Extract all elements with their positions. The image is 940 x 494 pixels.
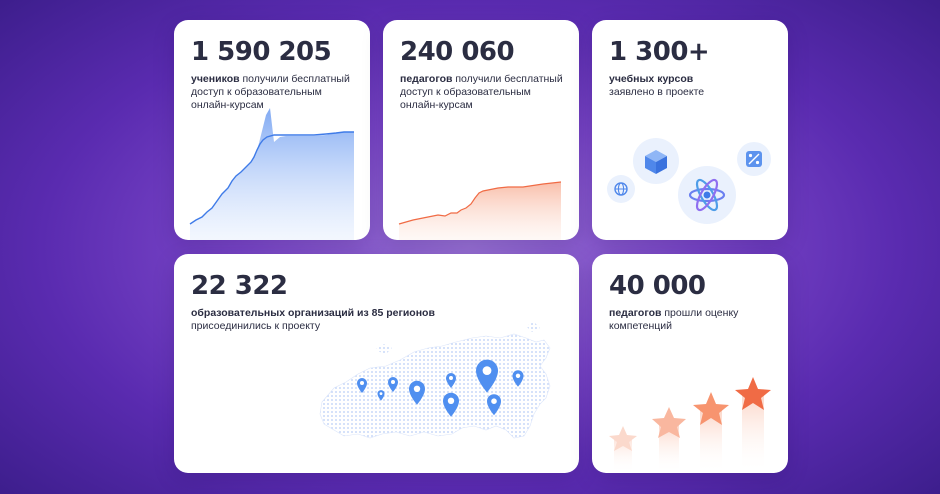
location-pin-icon bbox=[476, 359, 498, 393]
assessment-text: прошли оценку компетенций bbox=[609, 307, 739, 332]
location-pin-icon bbox=[443, 392, 459, 417]
star-icon bbox=[609, 426, 637, 451]
teachers-label: педагогов bbox=[400, 73, 453, 85]
students-count: 1 590 205 bbox=[191, 37, 332, 67]
assessment-description: педагогов прошли оценку компетенций bbox=[609, 307, 744, 333]
rising-stars bbox=[609, 377, 771, 473]
courses-count: 1 300+ bbox=[609, 37, 710, 67]
organizations-label: образовательных организаций из 85 регион… bbox=[191, 307, 435, 319]
organizations-text: присоединились к проекту bbox=[191, 320, 321, 332]
teachers-count: 240 060 bbox=[400, 37, 515, 67]
assessment-label: педагогов bbox=[609, 307, 662, 319]
organizations-count: 22 322 bbox=[191, 271, 288, 301]
students-text: получили бесплатный доступ к образовател… bbox=[191, 73, 350, 111]
star-icon bbox=[735, 377, 771, 410]
teachers-text: получили бесплатный доступ к образовател… bbox=[400, 73, 563, 111]
teachers-card: 240 060 педагогов получили бесплатный до… bbox=[383, 20, 579, 240]
region-pins bbox=[357, 359, 524, 417]
assessment-card: 40 000 педагогов прошли оценку компетенц… bbox=[592, 254, 788, 473]
students-card: 1 590 205 учеников получили бесплатный д… bbox=[174, 20, 370, 240]
course-icons-cluster bbox=[607, 138, 771, 224]
globe-icon bbox=[607, 175, 635, 203]
location-pin-icon bbox=[446, 373, 456, 388]
location-pin-icon bbox=[388, 377, 398, 392]
location-pin-icon bbox=[487, 394, 501, 416]
students-description: учеников получили бесплатный доступ к об… bbox=[191, 73, 356, 112]
courses-label: учебных курсов bbox=[609, 73, 694, 85]
courses-text: заявлено в проекте bbox=[609, 86, 705, 98]
assessment-count: 40 000 bbox=[609, 271, 706, 301]
percent-icon bbox=[737, 142, 771, 176]
location-pin-icon bbox=[512, 370, 524, 387]
courses-card: 1 300+ учебных курсов заявлено в проекте bbox=[592, 20, 788, 240]
location-pin-icon bbox=[377, 390, 385, 401]
teachers-growth-chart bbox=[398, 181, 562, 240]
students-label: учеников bbox=[191, 73, 240, 85]
star-icon bbox=[693, 392, 729, 425]
star-icon bbox=[652, 407, 686, 438]
students-growth-chart bbox=[189, 108, 354, 240]
organizations-card: 22 322 образовательных организаций из 85… bbox=[174, 254, 579, 473]
atom-icon bbox=[678, 166, 736, 224]
organizations-description: образовательных организаций из 85 регион… bbox=[191, 307, 491, 333]
location-pin-icon bbox=[409, 380, 425, 405]
location-pin-icon bbox=[357, 378, 367, 393]
teachers-description: педагогов получили бесплатный доступ к о… bbox=[400, 73, 565, 112]
cube-icon bbox=[633, 138, 679, 184]
courses-description: учебных курсов заявлено в проекте bbox=[609, 73, 779, 99]
